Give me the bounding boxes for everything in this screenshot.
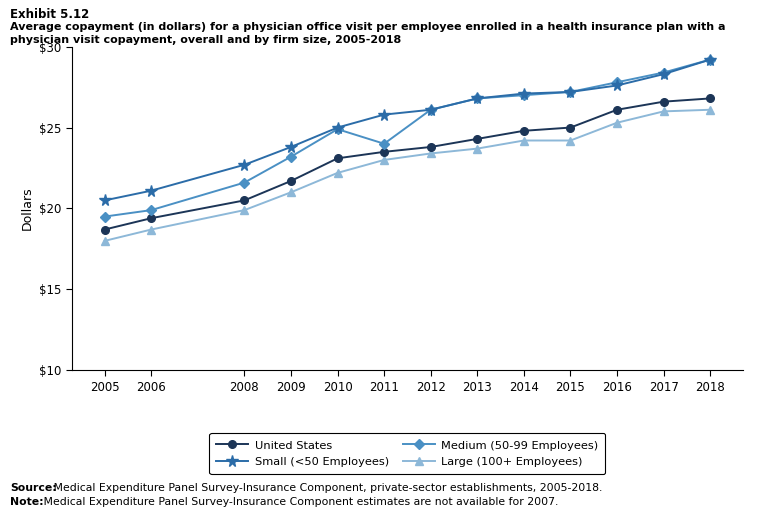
Text: Average copayment (in dollars) for a physician office visit per employee enrolle: Average copayment (in dollars) for a phy…: [10, 22, 725, 32]
Legend: United States, Small (<50 Employees), Medium (50-99 Employees), Large (100+ Empl: United States, Small (<50 Employees), Me…: [209, 433, 606, 474]
Text: Note:: Note:: [10, 497, 43, 507]
Text: Exhibit 5.12: Exhibit 5.12: [10, 8, 89, 21]
Text: Medical Expenditure Panel Survey-Insurance Component, private-sector establishme: Medical Expenditure Panel Survey-Insuran…: [50, 483, 603, 493]
Text: physician visit copayment, overall and by firm size, 2005-2018: physician visit copayment, overall and b…: [10, 35, 401, 45]
Text: Source:: Source:: [10, 483, 57, 493]
Text: Medical Expenditure Panel Survey-Insurance Component estimates are not available: Medical Expenditure Panel Survey-Insuran…: [40, 497, 559, 507]
Y-axis label: Dollars: Dollars: [20, 186, 33, 231]
